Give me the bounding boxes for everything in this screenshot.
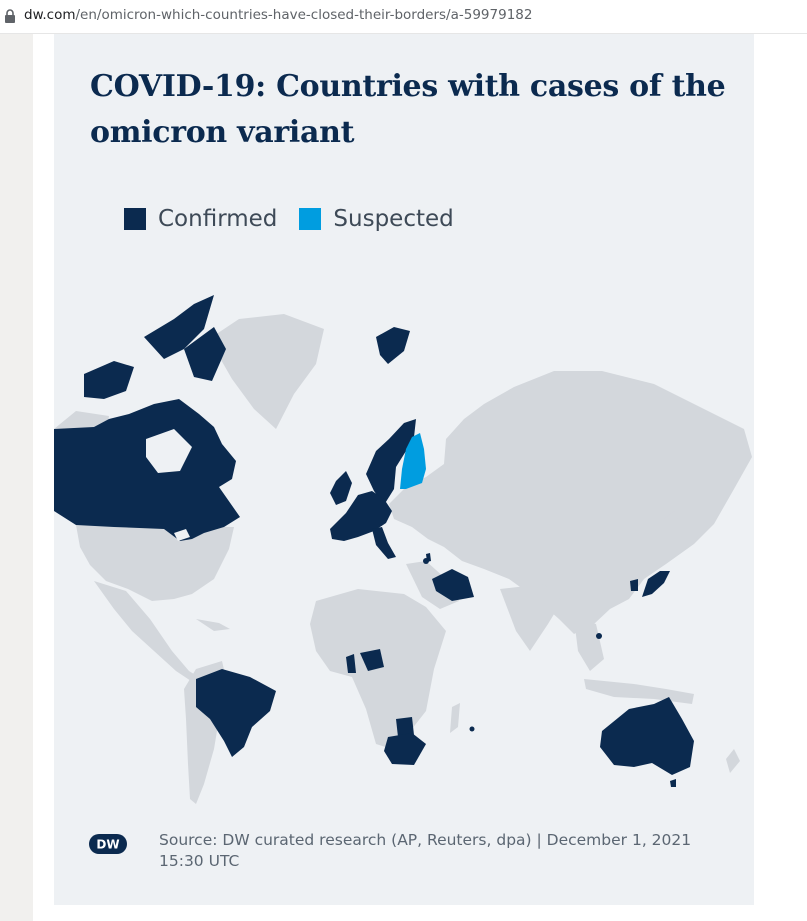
new-zealand: [726, 749, 740, 773]
japan: [642, 571, 670, 597]
south-korea: [630, 579, 638, 591]
land-unaffected: [54, 314, 752, 804]
page-left-gutter: [0, 34, 33, 921]
australia: [600, 697, 694, 775]
suspected-swatch: [299, 208, 322, 230]
brazil: [196, 669, 276, 757]
mexico-central-america: [94, 581, 202, 683]
confirmed-swatch: [124, 208, 146, 230]
india: [500, 584, 562, 651]
world-map: [54, 295, 752, 804]
legend-label-confirmed: Confirmed: [158, 206, 278, 232]
usa: [76, 525, 234, 601]
great-lakes: [174, 529, 190, 541]
madagascar: [450, 703, 460, 733]
hudson-bay: [146, 429, 192, 473]
eurasia: [389, 371, 752, 634]
legend-item-confirmed: Confirmed: [124, 206, 277, 232]
canada-mainland: [54, 399, 240, 541]
africa: [310, 589, 446, 749]
israel-marker: [423, 558, 429, 564]
svg-text:DW: DW: [96, 838, 119, 852]
south-africa: [384, 733, 426, 765]
japan-hokkaido: [664, 511, 680, 525]
countries-confirmed: [54, 295, 694, 787]
svalbard: [376, 327, 410, 364]
norway-sweden: [366, 419, 416, 505]
infographic-title: COVID-19: Countries with cases of the om…: [90, 69, 726, 150]
canada-islands-north: [144, 295, 214, 359]
indonesia: [584, 679, 694, 704]
uk-ireland: [330, 471, 352, 505]
italy: [372, 527, 396, 559]
hong-kong-marker: [596, 633, 602, 639]
legend-item-suspected: Suspected: [299, 206, 454, 232]
countries-suspected: [400, 433, 426, 489]
southeast-asia: [574, 619, 604, 671]
url-text[interactable]: dw.com/en/omicron-which-countries-have-c…: [24, 7, 532, 23]
canada-islands-west: [84, 361, 134, 399]
reunion-marker: [469, 726, 475, 732]
infographic-card: COVID-19: Countries with cases of the om…: [54, 34, 754, 905]
finland: [400, 433, 426, 489]
ghana: [346, 654, 356, 673]
source-caption: Source: DW curated research (AP, Reuters…: [159, 831, 692, 870]
infographic-footer: DW Source: DW curated research (AP, Reut…: [88, 830, 728, 880]
legend-label-suspected: Suspected: [333, 206, 454, 232]
dw-logo-icon: DW: [89, 834, 127, 854]
nigeria: [360, 649, 384, 671]
saudi-arabia: [432, 569, 474, 601]
url-host: dw.com: [24, 7, 76, 23]
map-legend: Confirmed Suspected: [124, 204, 476, 234]
greenland: [209, 314, 324, 429]
lock-icon: [5, 9, 15, 23]
lakes: [146, 429, 192, 541]
caribbean: [196, 619, 230, 631]
url-path: /en/omicron-which-countries-have-closed-…: [75, 7, 533, 23]
baffin-island: [184, 327, 226, 381]
browser-address-bar[interactable]: dw.com/en/omicron-which-countries-have-c…: [0, 0, 807, 34]
botswana: [396, 717, 414, 737]
tasmania: [670, 779, 676, 787]
